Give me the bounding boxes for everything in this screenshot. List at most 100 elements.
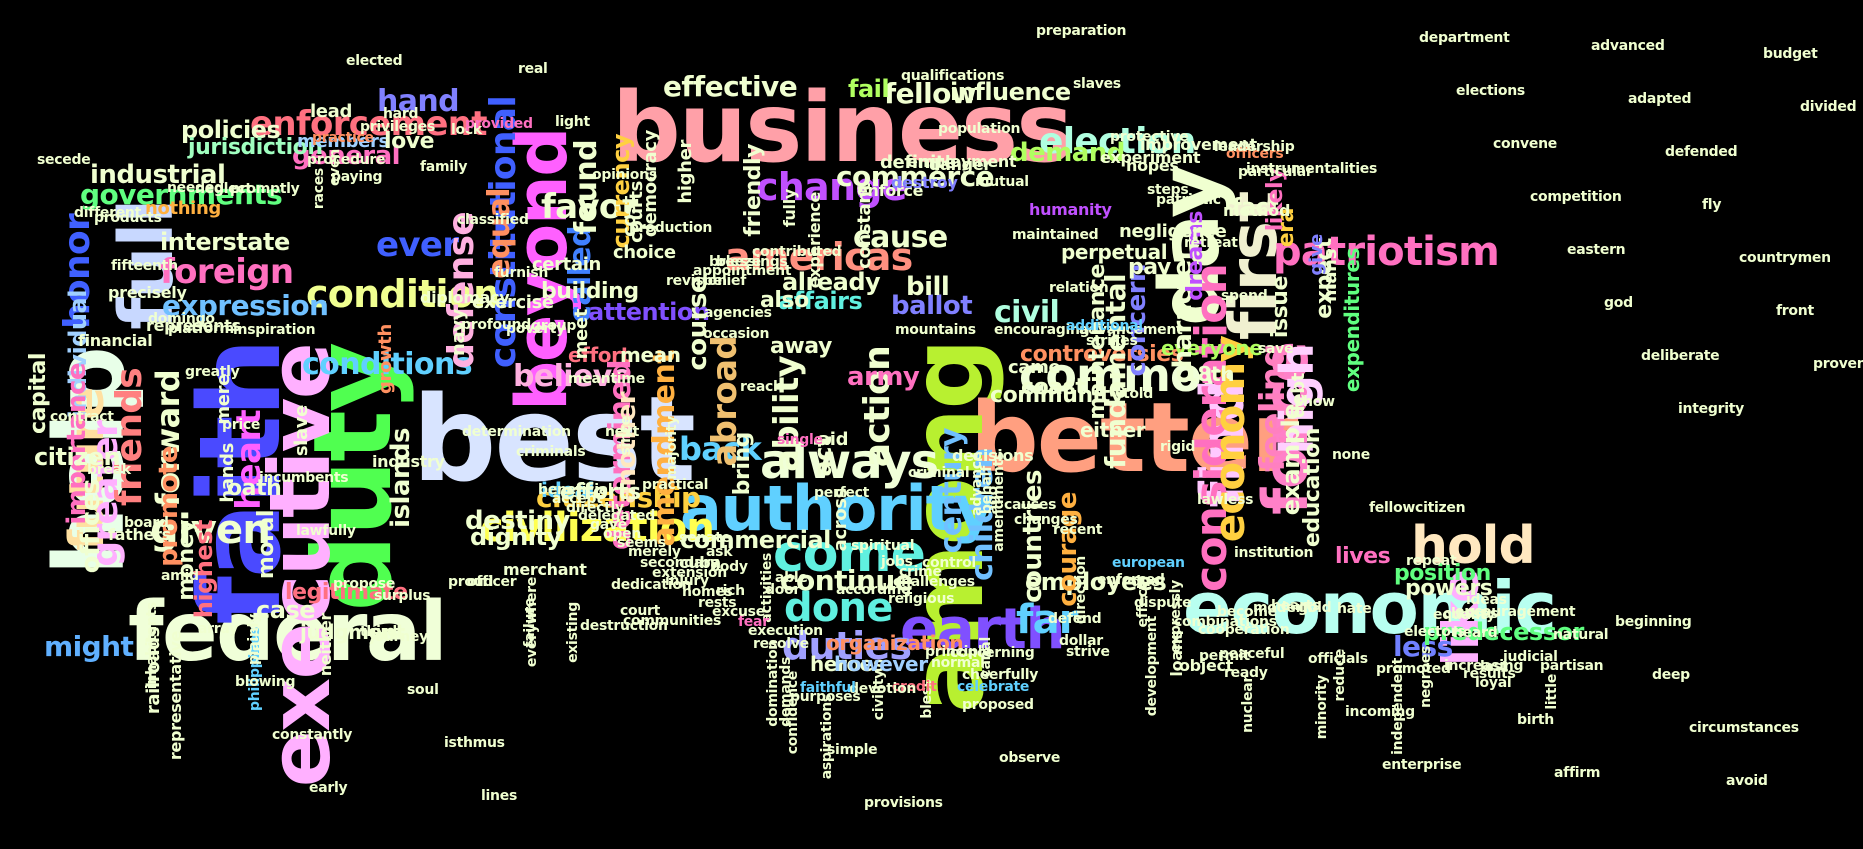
word-crime: crime bbox=[899, 564, 942, 580]
word-powers: powers bbox=[1405, 576, 1493, 601]
word-better: better bbox=[970, 382, 1298, 494]
word-mountains: mountains bbox=[895, 322, 976, 338]
word-negligence: negligence bbox=[1119, 221, 1227, 242]
word-fear: fear bbox=[738, 614, 769, 630]
word-opinions: opinions bbox=[592, 167, 657, 183]
word-last: last bbox=[1480, 659, 1509, 675]
word-spiritual: spiritual bbox=[851, 538, 915, 554]
word-belief: belief bbox=[703, 273, 747, 289]
word-islands: islands bbox=[386, 428, 416, 528]
word-legitimate: legitimate bbox=[285, 580, 408, 605]
word-heard: heard bbox=[1453, 625, 1498, 641]
word-enforcement: enforcement bbox=[250, 104, 488, 144]
word-appointment: appointment bbox=[693, 263, 792, 279]
word-everyone: everyone bbox=[1161, 336, 1263, 360]
word-board: board bbox=[124, 515, 169, 531]
word-senate: senate bbox=[679, 530, 731, 546]
word-improvement: improvement bbox=[1140, 135, 1257, 154]
word-members: members bbox=[297, 131, 389, 152]
word-population: population bbox=[938, 121, 1021, 137]
word-classes: classes bbox=[1443, 606, 1499, 622]
word-little: little bbox=[1544, 674, 1560, 710]
word-criminals: criminals bbox=[516, 444, 586, 460]
word-found: found bbox=[569, 140, 604, 235]
word-soul: soul bbox=[407, 682, 439, 698]
word-existing: existing bbox=[565, 602, 581, 663]
word-fact: fact bbox=[1232, 195, 1279, 220]
word-heroes: heroes bbox=[810, 652, 885, 676]
word-incoming: incoming bbox=[1345, 704, 1415, 720]
word-front: front bbox=[1776, 303, 1814, 319]
word-birth: birth bbox=[1517, 712, 1554, 728]
word-interstate: interstate bbox=[160, 228, 290, 256]
word-preparation: preparation bbox=[1036, 23, 1127, 39]
word-hold: hold bbox=[1411, 516, 1536, 576]
word-relation: relation bbox=[1049, 280, 1109, 296]
word-proposed: proposed bbox=[962, 697, 1034, 713]
word-celebrate: celebrate bbox=[957, 679, 1030, 695]
word-ballot: ballot bbox=[891, 291, 973, 321]
word-changes: changes bbox=[1014, 512, 1078, 528]
word-offices: offices bbox=[76, 479, 106, 574]
word-community: community bbox=[990, 383, 1124, 408]
word-predecessor: predecessor bbox=[1423, 618, 1584, 646]
word-spend: spend bbox=[1221, 288, 1268, 304]
word-duties: duties bbox=[782, 624, 912, 668]
word-fully: fully bbox=[780, 189, 799, 228]
word-fifteenth: fifteenth bbox=[111, 258, 178, 274]
word-extension: extension bbox=[652, 565, 727, 581]
word-attention: attention bbox=[588, 298, 710, 326]
word-god: god bbox=[1604, 295, 1633, 311]
word-always: always bbox=[760, 434, 939, 490]
word-business: business bbox=[612, 72, 1073, 184]
word-hopes: hopes bbox=[1126, 156, 1179, 175]
word-expression: expression bbox=[162, 289, 329, 322]
word-organization: organization bbox=[826, 631, 964, 655]
word-cooperation: cooperation bbox=[1198, 622, 1290, 638]
word-ideas: ideas bbox=[1466, 592, 1507, 608]
word-less: less bbox=[1393, 630, 1453, 663]
word-next: next bbox=[605, 424, 640, 440]
word-told: told bbox=[1123, 386, 1154, 402]
word-dedication: dedication bbox=[611, 577, 692, 593]
word-beginning: beginning bbox=[1615, 614, 1692, 630]
word-fathers: fathers bbox=[108, 525, 171, 544]
word-destiny: destiny bbox=[465, 506, 570, 536]
word-position: position bbox=[1394, 561, 1491, 586]
word-maintained: maintained bbox=[1012, 227, 1099, 243]
word-influence: influence bbox=[950, 78, 1071, 106]
word-neglect: neglect bbox=[195, 181, 252, 197]
word-proven: proven bbox=[1813, 356, 1863, 372]
word-partisan: partisan bbox=[1540, 658, 1604, 674]
word-retreat: retreat bbox=[1184, 235, 1238, 251]
word-certain: certain bbox=[532, 254, 601, 275]
word-humanity: humanity bbox=[1029, 200, 1112, 219]
word-controversies: controversies bbox=[1020, 342, 1184, 367]
word-definite: definite bbox=[880, 152, 957, 173]
word-natural: natural bbox=[1553, 627, 1609, 643]
word-jurisdiction: jurisdiction bbox=[188, 135, 323, 160]
word-minority: minority bbox=[1314, 675, 1330, 740]
word-court: court bbox=[620, 603, 661, 619]
word-execution: execution bbox=[748, 623, 823, 639]
word-single: single bbox=[777, 432, 823, 448]
word-domingo: domingo bbox=[148, 311, 215, 327]
word-building: building bbox=[541, 279, 639, 304]
word-destruction: destruction bbox=[580, 618, 668, 634]
word-lines: lines bbox=[481, 788, 517, 804]
word-countries: countries bbox=[1018, 470, 1048, 603]
word-homes: homes bbox=[682, 584, 733, 600]
word-came: came bbox=[1008, 357, 1061, 378]
word-ideal: ideal bbox=[541, 478, 595, 502]
word-exercise: exercise bbox=[472, 292, 554, 313]
word-aid: aid bbox=[818, 429, 849, 450]
word-given: given bbox=[150, 507, 271, 553]
word-practice: practice bbox=[312, 130, 374, 146]
word-department: department bbox=[1419, 30, 1510, 46]
word-budget: budget bbox=[1763, 46, 1818, 62]
word-condition: condition bbox=[306, 272, 500, 316]
word-privileges: privileges bbox=[360, 119, 435, 135]
word-hands: hands bbox=[217, 443, 238, 503]
word-permit: permit bbox=[1199, 648, 1250, 664]
word-far: far bbox=[1016, 597, 1079, 643]
